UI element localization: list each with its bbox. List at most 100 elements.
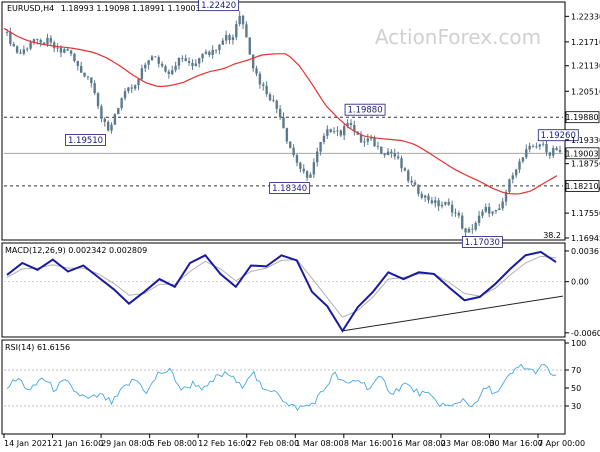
candle-body [285,128,289,142]
time-axis-label: 7 Apr 00:00 [538,439,585,448]
candle-body [396,156,400,159]
level-price-label: 1.19880 [565,113,598,122]
price-panel-frame [1,1,566,241]
candle-body [295,155,299,163]
candle-body [9,32,12,44]
candle-body [305,171,309,178]
candle-body [262,84,265,86]
candle-body [376,146,380,148]
candle-body [46,37,49,45]
candle-body [434,200,437,204]
price-plot: 1.22420 1.19510 1.19880 1.18340 1.19260 1.170… [3,0,579,248]
candle-body [518,161,521,170]
candle-body [430,200,434,204]
candle-body [113,114,117,125]
current-price-label: 1.19003 [565,149,598,158]
price-axis-label: 1.21710 [571,38,600,47]
candle-body [53,42,56,49]
candle-body [231,37,235,41]
candle-body [265,85,268,95]
candle-body [69,50,73,54]
candle-body [444,201,447,205]
price-axis-label: 1.17550 [571,209,600,218]
candle-body [437,200,440,207]
candle-body [501,201,504,209]
time-axis-label: 12 Feb 16:00 [198,439,250,448]
ohlc-values: 1.18993 1.19098 1.18991 1.19003 [61,4,201,13]
time-axis-label: 8 Mar 16:00 [344,439,392,448]
macd-trendline [342,295,564,332]
candle-body [39,39,42,43]
candle-body [73,53,76,62]
candle-body [538,144,541,147]
candle-body [528,145,531,150]
candle-body [373,137,376,147]
price-annotation-box [198,0,240,12]
price-annotation-label: 1.22420 [201,1,236,11]
candle-body [93,83,96,94]
candle-body [157,57,160,64]
macd-panel-frame [1,242,566,338]
candle-body [76,61,80,66]
candle-body [336,130,339,132]
candle-body [211,49,214,55]
candle-body [393,153,396,157]
candle-body [467,228,471,233]
candle-body [545,143,548,153]
candle-body [342,126,346,136]
rsi-axis-label: 50 [571,384,581,393]
candle-body [491,211,494,214]
candle-body [208,51,211,55]
price-annotation-box [269,182,311,194]
macd-axis-label: 0.003615 [571,247,600,256]
candle-body [164,66,167,72]
candle-body [22,49,26,54]
rsi-plot [4,363,563,412]
candle-body [454,212,457,214]
candle-body [474,222,477,230]
candle-body [204,51,208,54]
candle-body [59,47,63,53]
price-axis-label: 1.20510 [571,87,600,96]
candle-body [117,108,120,115]
macd-plot [4,250,564,333]
candle-body [241,15,245,25]
candle-body [417,184,420,194]
candle-body [29,42,32,49]
candle-body [187,61,191,63]
candle-body [302,168,305,172]
candle-body [90,77,93,84]
price-annotation-label: 1.19260 [541,131,576,141]
candle-body [316,151,319,163]
candle-body [511,175,514,180]
candle-body [15,46,19,53]
level-price-tag [565,180,600,192]
candle-body [130,87,133,89]
candle-body [447,201,450,205]
candle-body [282,117,285,129]
candle-body [275,100,278,109]
watermark-text: ActionForex.com [375,25,541,49]
candle-body [363,141,366,143]
candle-body [272,100,275,101]
candle-body [383,153,386,156]
level-price-label: 1.18210 [565,182,598,191]
time-axis-label: 16 Mar 08:00 [392,439,445,448]
candle-body [228,35,231,41]
candle-body [238,15,241,25]
candle-body [400,158,403,169]
candle-body [427,195,430,201]
candle-body [83,72,86,77]
candle-body [66,49,69,51]
candle-body [353,125,356,132]
price-annotation-label: 1.19510 [68,136,103,146]
candle-body [420,193,423,198]
candle-body [525,149,528,158]
candle-body [289,141,292,148]
candle-body [380,146,383,154]
candle-body [498,208,501,211]
price-annotation-box [461,236,503,248]
candle-body [366,138,369,142]
macd-axis-label: -0.006026 [571,329,600,338]
candle-body [147,60,150,65]
